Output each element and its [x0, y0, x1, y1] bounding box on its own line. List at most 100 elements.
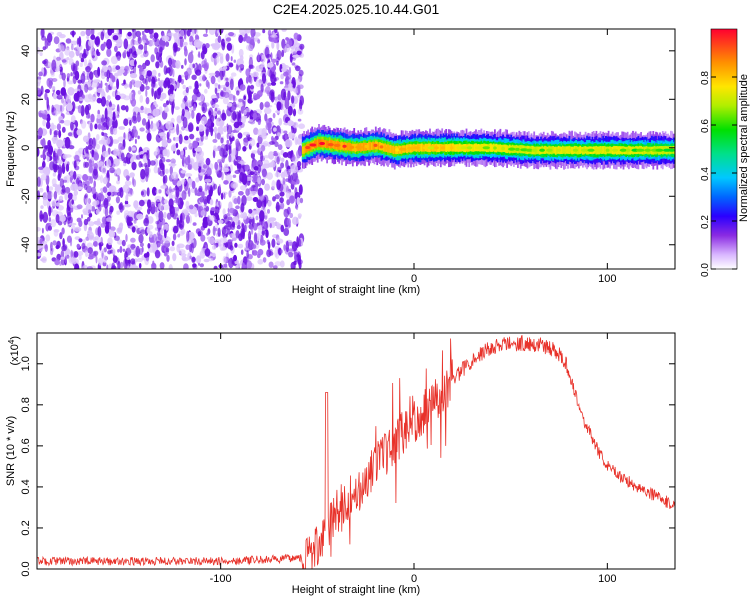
track-peak	[515, 147, 520, 151]
noise-speckle	[231, 148, 237, 157]
noise-speckle	[222, 263, 226, 268]
noise-speckle	[204, 178, 212, 183]
noise-speckle	[72, 194, 77, 202]
noise-speckle	[143, 107, 148, 115]
noise-speckle	[280, 73, 285, 80]
noise-speckle	[108, 106, 115, 111]
noise-speckle	[195, 177, 200, 183]
noise-speckle	[50, 241, 53, 251]
noise-speckle	[181, 113, 185, 122]
colorbar-label: Normalized spectral amplitude	[738, 74, 750, 222]
y-tick-label: 0	[20, 145, 32, 151]
noise-speckle	[68, 145, 75, 150]
noise-speckle	[277, 144, 283, 151]
noise-speckle	[37, 147, 40, 157]
noise-speckle	[85, 114, 91, 119]
noise-speckle	[124, 65, 129, 72]
noise-speckle	[298, 238, 302, 247]
noise-speckle	[211, 104, 220, 108]
noise-speckle	[183, 180, 189, 191]
noise-speckle	[260, 83, 264, 93]
noise-speckle	[221, 246, 227, 251]
noise-speckle	[168, 57, 173, 67]
noise-speckle	[245, 44, 254, 51]
noise-speckle	[88, 221, 95, 227]
noise-speckle	[64, 186, 71, 194]
track-cell	[370, 142, 373, 150]
y-tick-label: -40	[20, 237, 32, 253]
noise-speckle	[237, 132, 243, 139]
noise-speckle	[52, 240, 57, 246]
noise-speckle	[97, 66, 101, 77]
noise-speckle	[275, 110, 281, 114]
noise-speckle	[51, 59, 57, 72]
noise-speckle	[55, 244, 60, 250]
noise-speckle	[173, 32, 178, 42]
noise-speckle	[145, 121, 150, 131]
track-cell	[579, 145, 582, 154]
noise-speckle	[270, 161, 276, 168]
noise-speckle	[124, 200, 129, 206]
noise-speckle	[135, 245, 141, 258]
x-tick-label: 100	[598, 573, 616, 585]
noise-speckle	[44, 38, 49, 50]
noise-speckle	[252, 112, 257, 120]
noise-speckle	[209, 114, 215, 123]
noise-speckle	[297, 254, 301, 266]
noise-speckle	[75, 60, 80, 67]
noise-speckle	[267, 29, 272, 37]
track-peak	[305, 145, 311, 150]
noise-speckle	[141, 30, 145, 36]
noise-speckle	[295, 78, 301, 87]
noise-speckle	[93, 250, 99, 257]
noise-speckle	[100, 96, 107, 107]
noise-speckle	[183, 146, 188, 151]
noise-speckle	[206, 164, 210, 171]
noise-speckle	[53, 36, 60, 45]
noise-speckle	[125, 175, 131, 179]
noise-speckle	[221, 112, 227, 121]
noise-speckle	[204, 58, 207, 67]
colorbar: 0.0 0.2 0.4 0.6 0.8 Normalized spectral ampl…	[700, 28, 750, 277]
noise-speckle	[295, 65, 301, 72]
noise-speckle	[245, 176, 253, 181]
track-peak	[309, 143, 317, 147]
noise-speckle	[123, 258, 128, 269]
noise-speckle	[259, 102, 264, 110]
noise-speckle	[116, 180, 121, 185]
noise-speckle	[181, 256, 187, 261]
noise-speckle	[66, 73, 71, 79]
noise-speckle	[297, 118, 302, 122]
noise-speckle	[71, 199, 74, 205]
noise-speckle	[84, 250, 89, 258]
noise-speckle	[184, 135, 189, 141]
noise-speckle	[203, 258, 210, 263]
noise-speckle	[161, 196, 164, 201]
noise-speckle	[278, 247, 282, 256]
track-cell	[610, 146, 613, 154]
noise-speckle	[183, 263, 189, 269]
spectrogram-heatmap	[37, 29, 675, 269]
noise-speckle	[241, 173, 248, 186]
noise-speckle	[248, 90, 252, 101]
noise-speckle	[170, 78, 175, 85]
noise-speckle	[93, 162, 98, 170]
noise-speckle	[213, 228, 218, 232]
colorbar-gradient	[710, 28, 738, 270]
noise-speckle	[267, 200, 272, 207]
noise-speckle	[60, 256, 65, 260]
noise-speckle	[97, 192, 103, 200]
noise-speckle	[282, 152, 289, 158]
noise-speckle	[172, 233, 177, 241]
track-cell	[369, 141, 372, 151]
track-peak	[501, 146, 505, 151]
track-peak	[564, 148, 573, 152]
noise-speckle	[233, 59, 237, 63]
noise-speckle	[69, 169, 74, 176]
noise-speckle	[100, 31, 105, 41]
noise-speckle	[184, 157, 191, 166]
track-peak	[605, 148, 610, 152]
noise-speckle	[212, 138, 218, 143]
track-cell	[310, 142, 312, 151]
noise-speckle	[270, 81, 277, 86]
